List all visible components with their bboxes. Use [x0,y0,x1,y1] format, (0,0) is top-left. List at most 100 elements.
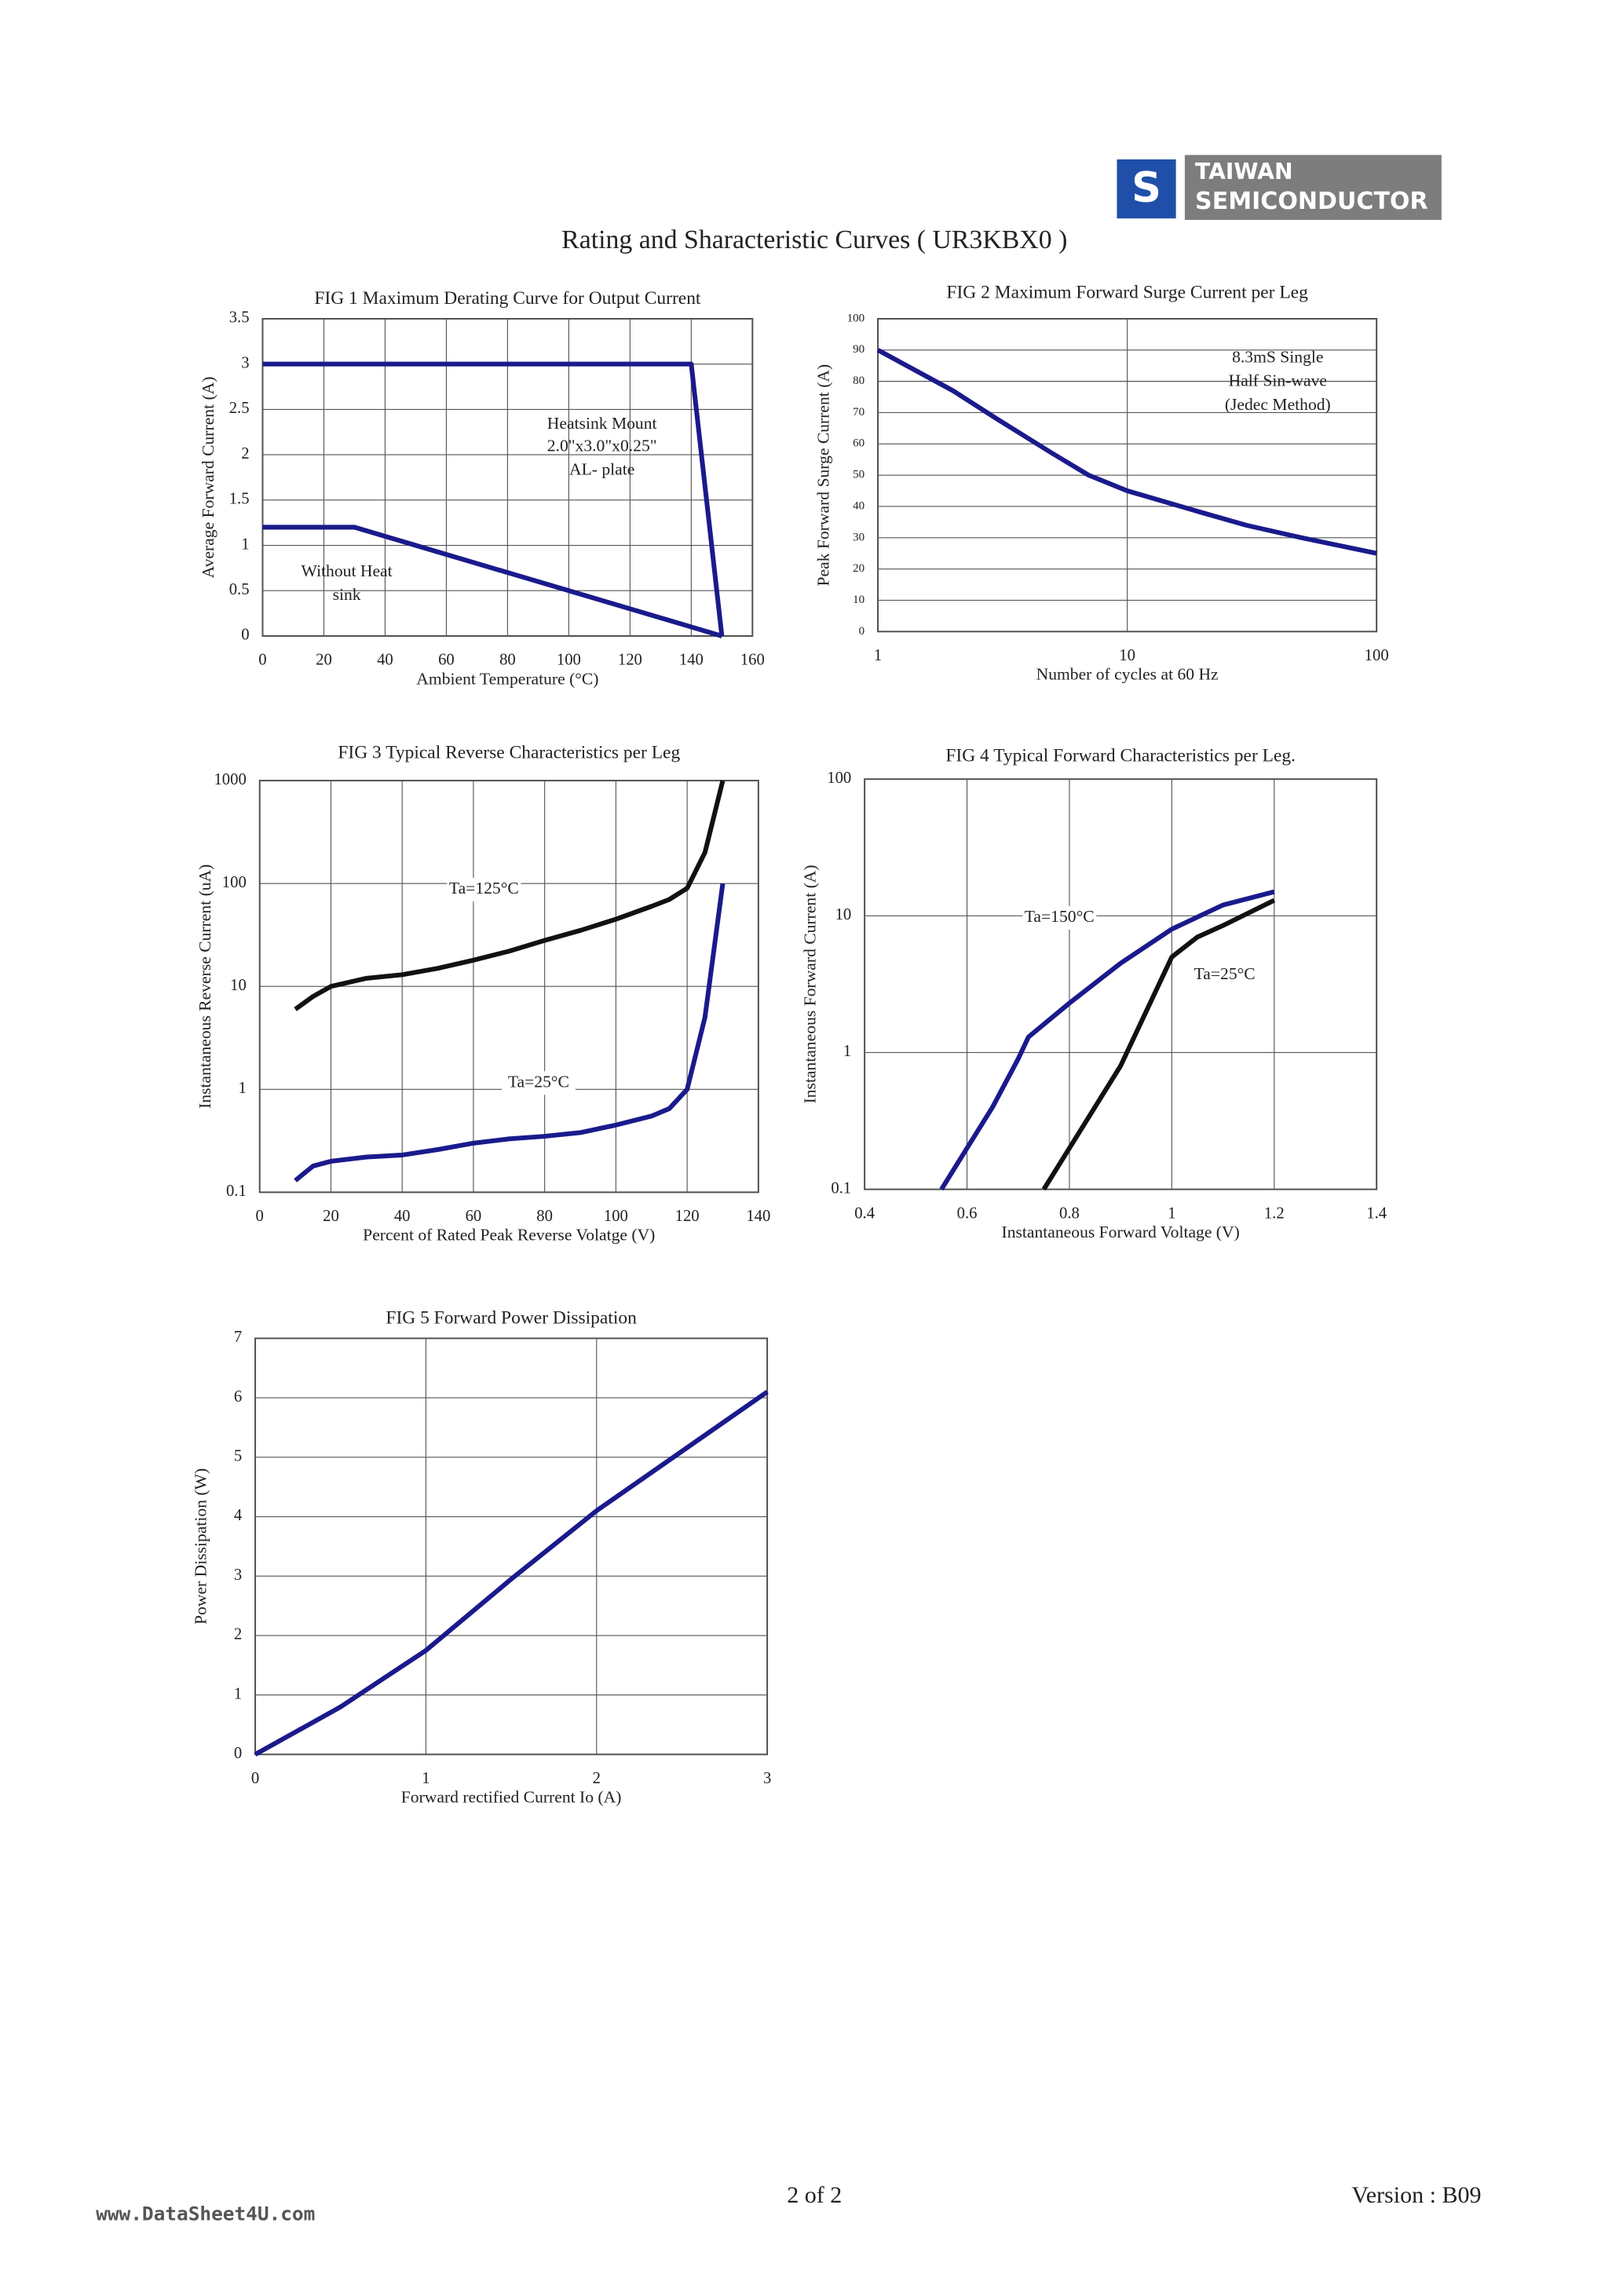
x-axis-label: Instantaneous Forward Voltage (V) [1002,1223,1240,1241]
y-tick-label: 6 [234,1388,242,1406]
y-tick-label: 2 [241,445,249,462]
y-tick-label: 40 [853,499,865,512]
logo-text: TAIWAN [1195,159,1293,185]
data-line [876,348,1377,556]
logo-icon [1117,159,1176,219]
x-tick-label: 2 [593,1770,601,1787]
series-label: Ta=125°C [449,879,519,898]
logo-box [1184,155,1442,221]
y-axis-label: Instantaneous Forward Current (A) [800,865,819,1103]
y-tick-label: 4 [234,1507,242,1524]
data-line [294,883,726,1183]
y-tick-label: 0 [241,627,249,644]
y-tick-label: 30 [853,531,865,543]
y-axis-label: Average Forward Current (A) [199,377,217,579]
x-tick-label: 140 [679,652,704,669]
label-bg [501,1071,576,1095]
x-tick-label: 0.4 [854,1205,875,1222]
data-line [939,889,1275,1191]
x-tick-label: 120 [618,652,642,669]
x-tick-label: 0.8 [1059,1205,1080,1222]
chart-title: FIG 3 Typical Reverse Characteristics pe… [338,743,680,763]
chart-title: FIG 5 Forward Power Dissipation [386,1307,637,1328]
y-tick-label: 3 [234,1567,242,1584]
y-tick-label: 100 [847,312,865,324]
x-axis-label: Forward rectified Current Io (A) [401,1788,622,1807]
y-tick-label: 100 [222,874,247,891]
chart-title: FIG 2 Maximum Forward Surge Current per … [946,282,1308,302]
label-bg [1022,905,1097,930]
x-tick-label: 100 [604,1208,628,1225]
data-line [262,361,725,637]
logo: S TAIWAN SEMICONDUCTOR [1117,155,1442,221]
series-label: Ta=25°C [508,1072,569,1091]
y-tick-label: 50 [853,469,865,481]
logo-glyph: S [1131,164,1161,212]
y-tick-label: 7 [234,1329,242,1346]
x-tick-label: 40 [377,652,393,669]
x-tick-label: 3 [763,1770,771,1787]
y-tick-label: 0 [859,625,865,638]
series-label: Ta=150°C [1025,907,1095,926]
x-axis-label: Number of cycles at 60 Hz [1036,665,1219,684]
y-axis-label: Peak Forward Surge Current (A) [813,364,832,587]
y-tick-label: 1.5 [229,491,250,508]
y-tick-label: 100 [827,770,851,787]
x-tick-label: 40 [394,1208,411,1225]
page-number: 2 of 2 [787,2181,842,2208]
data-line [1041,898,1276,1191]
annotation: Heatsink Mount [547,414,657,433]
x-tick-label: 10 [1119,647,1135,664]
y-tick-label: 5 [234,1448,242,1465]
label-bg [447,878,521,902]
x-tick-label: 80 [499,652,516,669]
annotation: sink [333,585,361,604]
x-tick-label: 100 [557,652,581,669]
y-tick-label: 10 [230,977,247,994]
y-tick-label: 0 [234,1745,242,1762]
series-label: Ta=25°C [1194,964,1256,983]
version: Version : B09 [1351,2181,1481,2208]
y-tick-label: 0.1 [831,1179,851,1197]
y-tick-label: 3.5 [229,309,250,327]
x-tick-label: 1 [874,647,882,664]
y-tick-label: 1 [843,1043,851,1060]
x-tick-label: 60 [466,1208,482,1225]
y-tick-label: 70 [853,406,865,419]
x-tick-label: 160 [740,652,765,669]
x-tick-label: 120 [675,1208,700,1225]
x-tick-label: 80 [536,1208,553,1225]
y-tick-label: 1 [241,536,249,553]
annotation: Half Sin-wave [1229,371,1327,390]
y-tick-label: 1 [234,1685,242,1702]
x-tick-label: 60 [438,652,455,669]
y-tick-label: 20 [853,562,865,575]
annotation: AL- plate [569,459,634,478]
y-tick-label: 80 [853,375,865,387]
x-tick-label: 1.4 [1366,1205,1387,1222]
label-bg [1187,963,1262,988]
x-tick-label: 0 [251,1770,259,1787]
x-tick-label: 1 [1168,1205,1175,1222]
y-tick-label: 90 [853,343,865,356]
y-axis-label: Power Dissipation (W) [191,1468,210,1625]
annotation: 8.3mS Single [1232,348,1323,367]
x-tick-label: 140 [746,1208,770,1225]
y-tick-label: 1000 [214,771,246,788]
y-tick-label: 3 [241,354,249,371]
logo-text: SEMICONDUCTOR [1195,188,1428,215]
x-tick-label: 0.6 [957,1205,978,1222]
chart-title: FIG 4 Typical Forward Characteristics pe… [945,745,1296,766]
chart-title: FIG 1 Maximum Derating Curve for Output … [314,288,701,309]
annotation: (Jedec Method) [1225,395,1331,414]
y-tick-label: 10 [835,906,852,923]
x-axis-label: Ambient Temperature (°C) [416,669,598,688]
annotation: Without Heat [302,561,393,580]
x-tick-label: 100 [1365,647,1389,664]
y-tick-label: 10 [853,594,865,606]
x-tick-label: 1 [422,1770,430,1787]
x-tick-label: 20 [316,652,332,669]
y-tick-label: 0.5 [229,581,250,598]
y-tick-label: 2.5 [229,400,250,417]
